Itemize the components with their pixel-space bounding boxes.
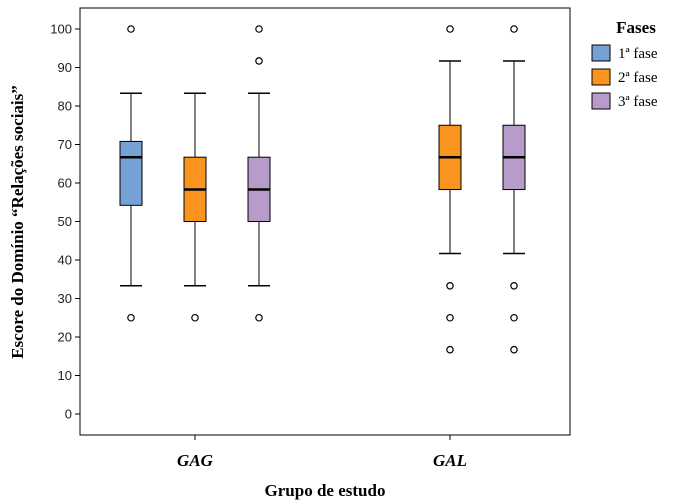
legend-swatch	[591, 44, 611, 62]
box-group	[183, 92, 207, 322]
outlier-point	[510, 25, 518, 33]
y-tick-label: 0	[65, 407, 72, 422]
legend-label: 3ª fase	[618, 94, 658, 110]
y-tick-label: 60	[58, 176, 72, 191]
outlier-point	[446, 313, 454, 322]
x-category-label: GAG	[177, 451, 214, 470]
y-tick-label: 70	[58, 137, 72, 152]
box-group	[247, 25, 271, 322]
outlier-point	[446, 25, 454, 33]
box-group	[502, 25, 526, 354]
y-tick-label: 50	[58, 214, 72, 229]
x-axis: GAG GAL	[177, 435, 467, 470]
outlier-point	[255, 25, 263, 33]
legend-label: 1ª fase	[618, 46, 658, 62]
legend-label: 2ª fase	[618, 70, 658, 86]
legend-swatch	[591, 92, 611, 110]
y-axis-title: Escore do Domínio “Relações sociais”	[8, 85, 27, 359]
box-group	[119, 25, 143, 322]
legend-title: Fases	[616, 18, 656, 37]
outlier-point	[510, 281, 518, 290]
outlier-point	[446, 281, 454, 290]
plot-frame	[79, 7, 571, 436]
outlier-point	[127, 25, 135, 33]
y-tick-label: 10	[58, 368, 72, 383]
y-tick-label: 30	[58, 291, 72, 306]
outlier-point	[255, 57, 263, 65]
outlier-point	[510, 345, 518, 354]
legend-swatch	[591, 68, 611, 86]
outlier-point	[446, 345, 454, 354]
y-tick-label: 100	[50, 22, 72, 37]
y-tick-label: 40	[58, 253, 72, 268]
outlier-point	[191, 313, 199, 322]
outlier-point	[127, 313, 135, 322]
y-axis: 0 10 20 30 40 50 60 70 80 90 100	[50, 22, 80, 422]
outlier-point	[510, 313, 518, 322]
y-tick-label: 80	[58, 99, 72, 114]
box-group	[438, 25, 462, 354]
boxplot-series	[119, 25, 526, 354]
y-tick-label: 90	[58, 60, 72, 75]
box-iqr	[119, 140, 143, 206]
y-tick-label: 20	[58, 330, 72, 345]
legend: Fases 1ª fase 2ª fase 3ª fase	[591, 18, 658, 110]
x-axis-title: Grupo de estudo	[265, 481, 386, 500]
outlier-point	[255, 313, 263, 322]
x-category-label: GAL	[433, 451, 467, 470]
